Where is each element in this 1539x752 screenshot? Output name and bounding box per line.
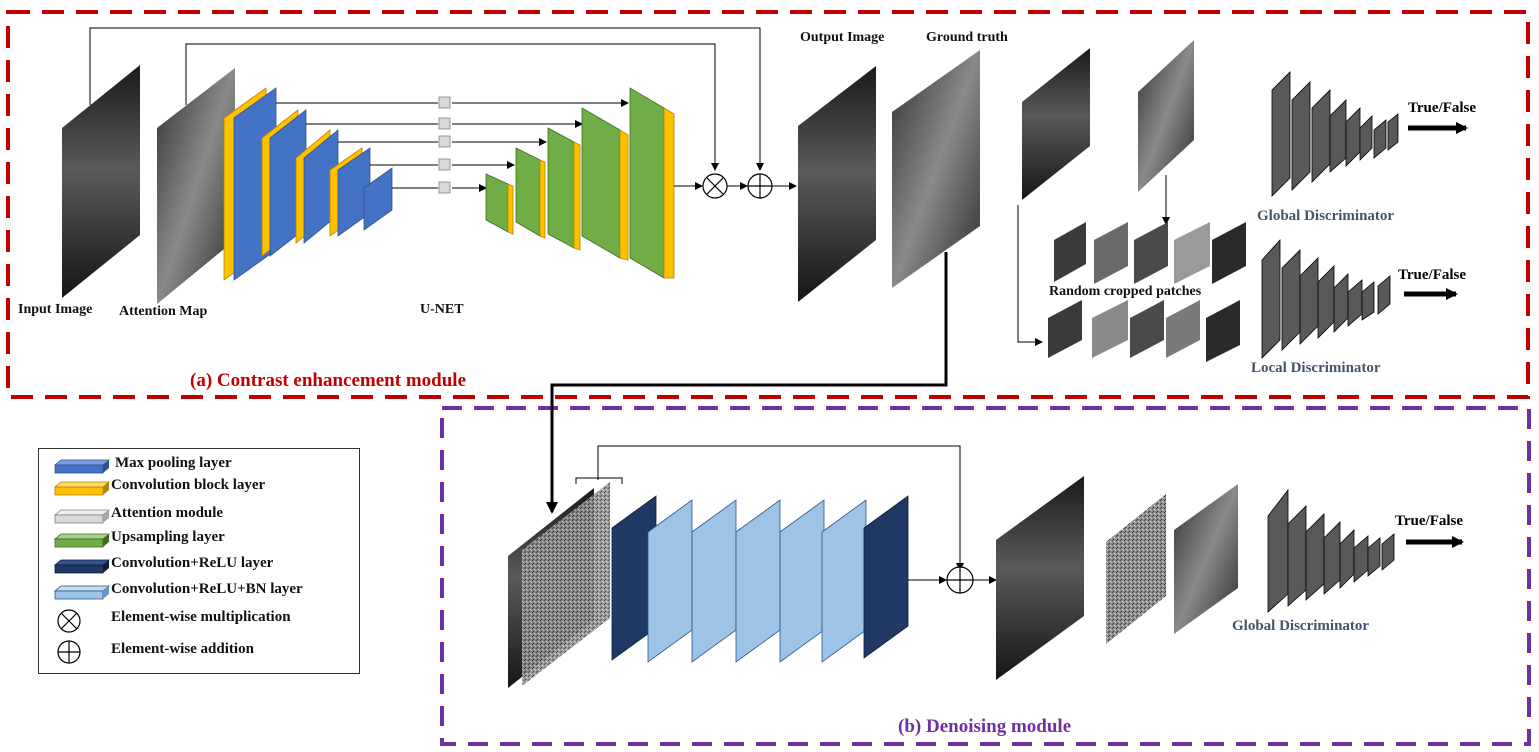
legend-upsampling: Upsampling layer xyxy=(39,529,359,553)
clean-target-image xyxy=(1174,484,1238,634)
legend-max-pooling: Max pooling layer xyxy=(39,455,359,479)
local-discriminator-stack xyxy=(1261,238,1391,359)
convolution-block-swatch-icon xyxy=(53,481,111,496)
multiplication-op-icon xyxy=(702,173,728,199)
global-discriminator-a-stack xyxy=(1271,71,1399,197)
unet-decoder xyxy=(485,87,675,279)
ground-truth-label: Ground truth xyxy=(926,30,1008,45)
patches-row-1 xyxy=(1054,222,1246,284)
skip-line-input xyxy=(89,27,764,171)
attention-map-image xyxy=(157,68,235,304)
contrast-module-border xyxy=(6,10,1530,399)
local-discriminator-label: Local Discriminator xyxy=(1251,360,1381,376)
skip-line-attention xyxy=(185,43,719,171)
denoise-module-title: (b) Denoising module xyxy=(898,716,1072,737)
ground-truth-image xyxy=(892,50,980,288)
input-image-label: Input Image xyxy=(18,302,93,317)
unet-label: U-NET xyxy=(420,302,464,317)
true-false-label-1: True/False xyxy=(1408,100,1477,116)
legend-conv-relu-bn: Convolution+ReLU+BN layer xyxy=(39,581,359,605)
circle-plus-icon xyxy=(57,640,81,664)
input-image xyxy=(62,65,140,298)
denoise-skip-line xyxy=(597,445,964,571)
contrast-module-title: (a) Contrast enhancement module xyxy=(190,370,467,391)
global-discriminator-b-stack xyxy=(1267,488,1395,613)
legend-addition: Element-wise addition xyxy=(39,640,359,665)
true-false-label-3: True/False xyxy=(1395,513,1464,529)
attention-map-label: Attention Map xyxy=(119,304,208,319)
global-discriminator-b-label: Global Discriminator xyxy=(1232,618,1370,634)
global-sample-1 xyxy=(1022,48,1090,200)
attention-cubes xyxy=(276,96,629,194)
denoised-output-image xyxy=(996,476,1084,680)
legend-convolution-block: Convolution block layer xyxy=(39,477,359,501)
max-pooling-swatch-icon xyxy=(53,459,111,474)
unet-encoder xyxy=(223,87,393,281)
noisy-overlay-image xyxy=(522,482,610,686)
legend: Max pooling layer Convolution block laye… xyxy=(38,448,360,674)
random-patches-label: Random cropped patches xyxy=(1049,284,1202,299)
denoise-module-border xyxy=(440,406,1531,746)
global-discriminator-a-label: Global Discriminator xyxy=(1257,208,1395,224)
output-image-label: Output Image xyxy=(800,30,885,45)
upsampling-swatch-icon xyxy=(53,533,111,548)
attention-module-swatch-icon xyxy=(53,509,111,524)
connector-to-denoise xyxy=(546,252,948,514)
addition-op-icon xyxy=(747,173,773,199)
global-sample-2 xyxy=(1138,40,1194,192)
true-false-label-2: True/False xyxy=(1398,267,1467,283)
legend-multiplication: Element-wise multiplication xyxy=(39,609,359,633)
legend-attention-module: Attention module xyxy=(39,505,359,529)
legend-conv-relu: Convolution+ReLU layer xyxy=(39,555,359,579)
denoise-network xyxy=(611,495,909,663)
conv-relu-swatch-icon xyxy=(53,559,111,574)
conv-relu-bn-swatch-icon xyxy=(53,585,111,600)
circle-times-icon xyxy=(57,609,81,633)
noise-residual-image xyxy=(1106,494,1166,644)
output-image xyxy=(798,66,876,302)
patches-row-2 xyxy=(1048,300,1240,362)
denoise-addition-icon xyxy=(946,566,974,594)
